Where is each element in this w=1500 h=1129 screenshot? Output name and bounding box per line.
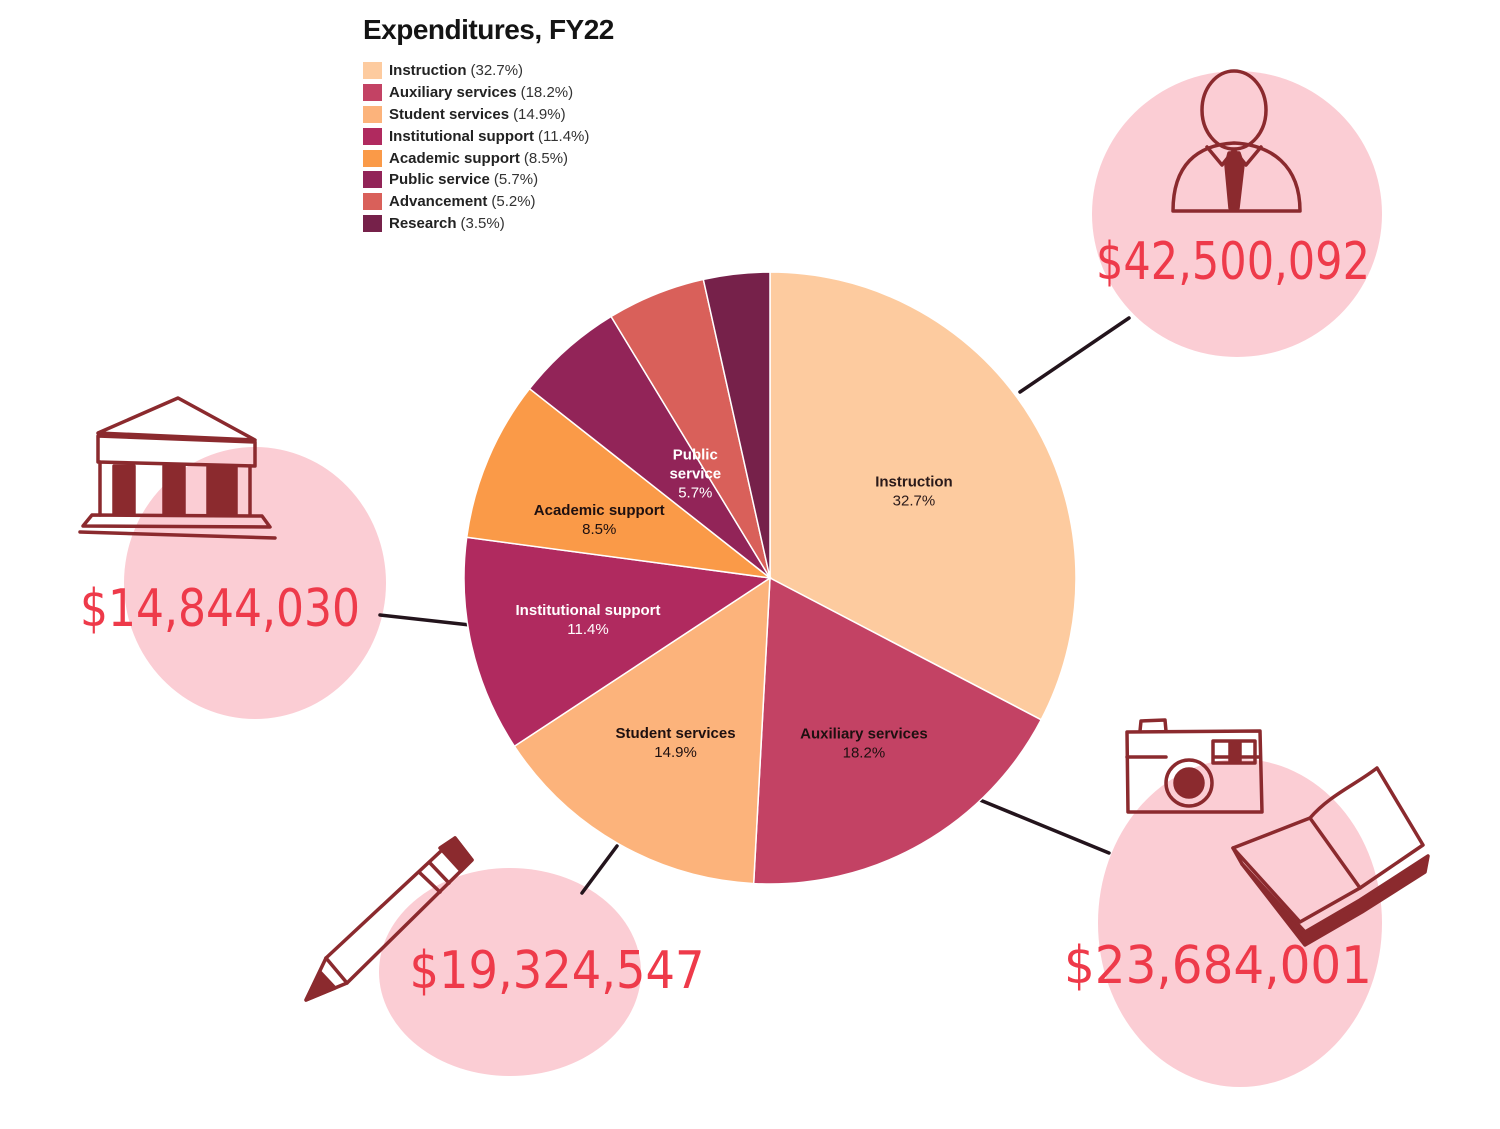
legend-label: Auxiliary services <box>389 84 517 102</box>
legend-label: Research <box>389 214 457 232</box>
pie-slice-auxiliary-services <box>752 576 1043 885</box>
pie-pct-label-public-service: 5.7% <box>678 484 712 501</box>
legend-item-auxiliary-services: Auxiliary services (18.2%) <box>363 82 589 104</box>
pie-name-label-auxiliary-services: Auxiliary services <box>800 725 928 742</box>
legend-swatch <box>363 127 382 145</box>
legend-percent: (32.7%) <box>470 62 524 80</box>
connector-instruction <box>1018 316 1131 394</box>
legend-percent: (5.2%) <box>491 193 536 211</box>
icons <box>78 69 1430 1002</box>
legend-swatch <box>363 193 382 211</box>
legend-item-student-services: Student services (14.9%) <box>363 104 589 126</box>
legend: Instruction (32.7%) Auxiliary services (18.… <box>363 60 589 234</box>
pie-slice-student-services <box>513 576 771 885</box>
legend-item-research: Research (3.5%) <box>363 213 589 235</box>
pie-name-label-public-service: service <box>669 465 721 482</box>
legend-percent: (8.5%) <box>523 149 569 167</box>
legend-percent: (5.7%) <box>493 171 539 189</box>
legend-label: Institutional support <box>389 127 534 145</box>
legend-item-academic-support: Academic support (8.5%) <box>363 147 589 169</box>
pie-pct-label-institutional-support: 11.4% <box>567 621 608 638</box>
amount-student: $19,324,547 <box>410 941 705 1001</box>
pie-name-label-instruction: Instruction <box>875 473 953 490</box>
connector-lines <box>378 316 1131 895</box>
legend-item-advancement: Advancement (5.2%) <box>363 191 589 213</box>
legend-swatch <box>363 214 382 232</box>
legend-label: Instruction <box>389 62 467 80</box>
pie-pct-label-student-services: 14.9% <box>654 744 697 761</box>
pie-labels: Instruction 32.7% Auxiliary services 18.2% S… <box>516 446 953 761</box>
pie-slice-research <box>702 271 771 579</box>
legend-percent: (14.9%) <box>513 105 566 123</box>
person-icon <box>1171 69 1302 213</box>
pie-slice-institutional-support <box>463 536 773 748</box>
pie-pct-label-instruction: 32.7% <box>893 492 936 509</box>
legend-swatch <box>363 171 382 189</box>
legend-label: Student services <box>389 105 510 123</box>
bubble-student <box>379 868 641 1076</box>
pie-name-label-student-services: Student services <box>616 725 736 742</box>
bubble-instruction <box>1092 71 1382 357</box>
book-icon <box>1231 766 1430 947</box>
pie-chart <box>463 271 1077 885</box>
connector-institutional <box>378 613 472 627</box>
legend-percent: (11.4%) <box>537 127 590 145</box>
legend-label: Public service <box>389 171 490 189</box>
legend-percent: (3.5%) <box>460 214 505 232</box>
legend-swatch <box>363 84 382 102</box>
bank-icon <box>78 396 277 540</box>
amount-institutional: $14,844,030 <box>80 579 360 639</box>
bubble-auxiliary <box>1098 759 1382 1087</box>
pie-slice-instruction <box>769 271 1077 721</box>
legend-label: Academic support <box>389 149 520 167</box>
pie-name-label-public-service: Public <box>673 446 718 463</box>
legend-percent: (18.2%) <box>520 84 574 102</box>
amount-instruction: $42,500,092 <box>1096 232 1370 292</box>
amounts: $42,500,092 $14,844,030 $19,324,547 $23,… <box>80 232 1372 1001</box>
legend-label: Advancement <box>389 193 488 211</box>
pie-slice-academic-support <box>465 387 773 580</box>
pie-name-label-institutional-support: Institutional support <box>516 602 661 619</box>
legend-swatch <box>363 149 382 167</box>
amount-auxiliary: $23,684,001 <box>1064 936 1372 996</box>
pie-pct-label-academic-support: 8.5% <box>582 521 616 538</box>
chart-title: Expenditures, FY22 <box>363 14 614 45</box>
legend-item-instruction: Instruction (32.7%) <box>363 60 589 82</box>
camera-icon <box>1125 718 1264 814</box>
pie-name-label-academic-support: Academic support <box>534 502 665 519</box>
legend-swatch <box>363 62 382 80</box>
pie-pct-label-auxiliary-services: 18.2% <box>843 744 886 761</box>
legend-item-public-service: Public service (5.7%) <box>363 169 589 191</box>
pencil-icon <box>304 836 474 1002</box>
connector-student <box>580 844 619 895</box>
legend-swatch <box>363 105 382 123</box>
legend-item-institutional-support: Institutional support (11.4%) <box>363 125 589 147</box>
connector-auxiliary <box>978 798 1111 855</box>
